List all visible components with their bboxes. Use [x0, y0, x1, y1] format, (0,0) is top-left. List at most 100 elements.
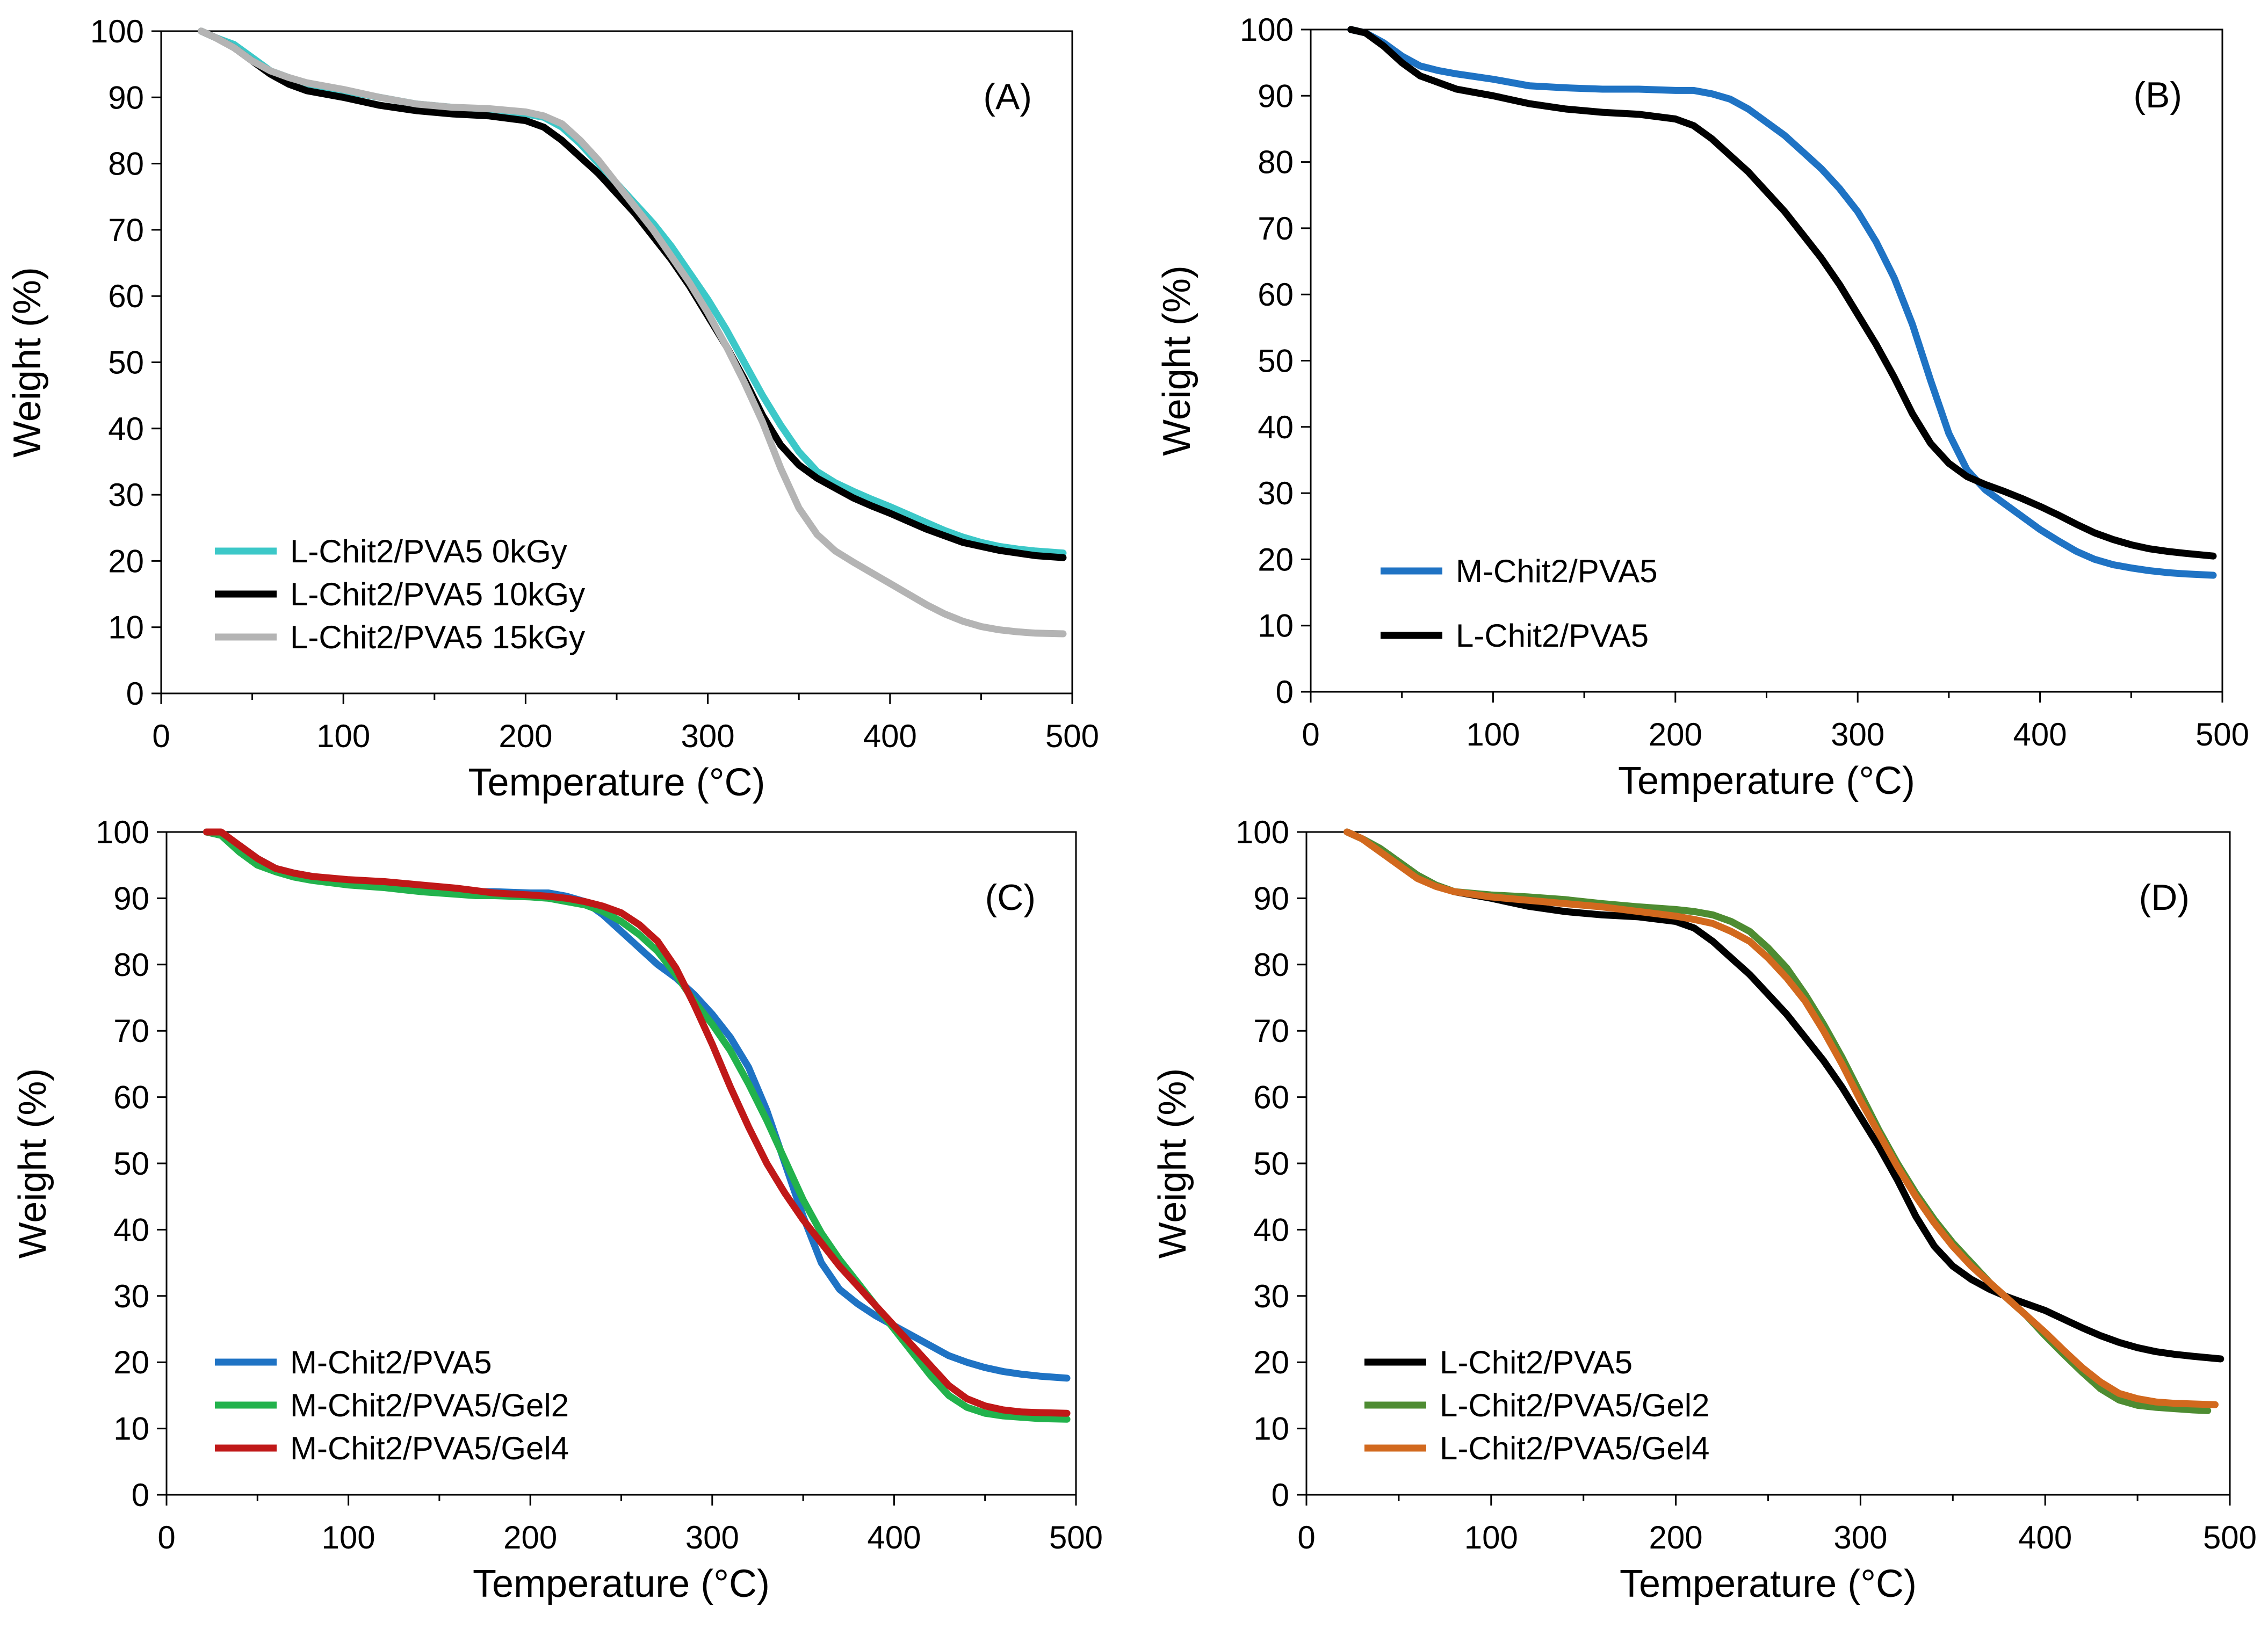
legend-label: L-Chit2/PVA5 [1456, 618, 1649, 654]
y-tick-label: 30 [1258, 475, 1294, 511]
y-tick-label: 70 [1253, 1013, 1289, 1049]
x-tick-label: 100 [1466, 717, 1520, 753]
legend-label: L-Chit2/PVA5 15kGy [290, 619, 585, 655]
panel-b: 01020304050607080901000100200300400500Te… [1155, 12, 2249, 802]
x-tick-label: 0 [1297, 1520, 1315, 1555]
y-axis-title: Weight (%) [11, 1068, 54, 1259]
y-tick-label: 30 [113, 1278, 149, 1314]
x-tick-label: 200 [503, 1520, 557, 1555]
y-tick-label: 70 [1258, 211, 1294, 247]
x-tick-label: 0 [1302, 717, 1319, 753]
x-tick-label: 200 [1649, 1520, 1703, 1555]
x-tick-label: 300 [681, 718, 735, 754]
x-tick-label: 500 [1049, 1520, 1103, 1555]
y-tick-label: 80 [1253, 947, 1289, 983]
x-tick-label: 300 [1831, 717, 1884, 753]
panel-d: 0 10 20 30 40 50 60 70 80 90 100 0 100 200 300 400 500 Te… [1151, 814, 2257, 1605]
y-tick-label: 20 [1258, 541, 1294, 577]
legend-label: M-Chit2/PVA5 [290, 1344, 492, 1380]
x-tick-label: 100 [322, 1520, 375, 1555]
y-tick-label: 100 [1240, 12, 1294, 48]
x-tick-label: 400 [2013, 717, 2067, 753]
series-line-m-chit2-pva5 [207, 832, 1067, 1378]
y-tick-label: 0 [132, 1477, 149, 1513]
x-tick-label: 500 [2195, 717, 2249, 753]
legend-label: L-Chit2/PVA5/Gel2 [1440, 1387, 1709, 1423]
y-tick-label: 80 [113, 947, 149, 983]
y-tick-label: 20 [113, 1344, 149, 1380]
y-tick-label: 30 [1253, 1278, 1289, 1314]
legend-label: M-Chit2/PVA5/Gel4 [290, 1430, 569, 1466]
legend: M-Chit2/PVA5 M-Chit2/PVA5/Gel2 M-Chit2/PVA… [215, 1344, 569, 1466]
y-tick-label: 20 [108, 543, 144, 579]
x-tick-label: 0 [157, 1520, 175, 1555]
y-tick-label: 70 [113, 1013, 149, 1049]
y-tick-label: 90 [108, 79, 144, 115]
y-tick-label: 100 [96, 814, 149, 850]
x-tick-label: 200 [1649, 717, 1702, 753]
y-tick-label: 80 [1258, 144, 1294, 180]
panel-label: (D) [2139, 877, 2190, 918]
y-tick-label: 40 [1253, 1212, 1289, 1248]
y-tick-label: 100 [90, 13, 144, 49]
y-tick-label: 90 [1253, 880, 1289, 916]
y-tick-label: 60 [113, 1080, 149, 1116]
y-tick-label: 30 [108, 477, 144, 513]
x-tick-label: 100 [1464, 1520, 1518, 1555]
y-tick-label: 40 [1258, 409, 1294, 445]
y-tick-label: 60 [108, 278, 144, 314]
panel-label: (B) [2133, 75, 2182, 115]
x-tick-label: 300 [1833, 1520, 1887, 1555]
x-axis-title: Temperature (°C) [1618, 759, 1915, 802]
series-line-l-chit2-pva5-10kgy [201, 31, 1063, 558]
series-line-l-chit2-pva5-0kgy [201, 31, 1063, 553]
legend-label: M-Chit2/PVA5 [1456, 553, 1658, 589]
x-tick-label: 100 [316, 718, 370, 754]
y-axis-title: Weight (%) [1151, 1068, 1194, 1259]
y-tick-label: 0 [1276, 674, 1294, 710]
series-line-m-chit2-pva5-gel4 [207, 832, 1067, 1413]
y-tick-label: 60 [1258, 277, 1294, 313]
panel-label: (C) [985, 877, 1036, 918]
legend-label: L-Chit2/PVA5 0kGy [290, 533, 567, 569]
series-line-l-chit2-pva5 [1347, 832, 2221, 1359]
x-tick-label: 0 [152, 718, 170, 754]
panel-c: 0 10 20 30 40 50 60 70 80 90 100 0 100 200 300 400 500 Te… [11, 814, 1103, 1605]
legend-label: L-Chit2/PVA5 [1440, 1344, 1633, 1380]
legend: L-Chit2/PVA5 L-Chit2/PVA5/Gel2 L-Chit2/PVA… [1364, 1344, 1709, 1466]
y-tick-label: 0 [1272, 1477, 1289, 1513]
x-tick-label: 500 [2203, 1520, 2257, 1555]
x-tick-label: 400 [2018, 1520, 2072, 1555]
y-tick-label: 100 [1236, 814, 1289, 850]
y-tick-label: 80 [108, 146, 144, 182]
y-tick-label: 10 [1258, 608, 1294, 644]
y-tick-label: 90 [113, 880, 149, 916]
x-tick-label: 400 [863, 718, 917, 754]
y-tick-label: 10 [108, 610, 144, 646]
x-axis-title: Temperature (°C) [1620, 1562, 1917, 1605]
x-tick-label: 200 [499, 718, 552, 754]
legend: L-Chit2/PVA5 0kGyL-Chit2/PVA5 10kGyL-Chi… [215, 533, 585, 655]
legend: M-Chit2/PVA5 L-Chit2/PVA5 [1381, 553, 1658, 654]
tga-figure: 01020304050607080901000100200300400500Te… [0, 0, 2268, 1628]
legend-label: L-Chit2/PVA5/Gel4 [1440, 1430, 1709, 1466]
y-tick-label: 10 [113, 1411, 149, 1447]
y-tick-label: 50 [113, 1146, 149, 1182]
plot-frame-b [1311, 30, 2222, 692]
x-tick-label: 400 [867, 1520, 921, 1555]
y-tick-label: 40 [113, 1212, 149, 1248]
y-tick-label: 60 [1253, 1080, 1289, 1116]
x-tick-label: 500 [1045, 718, 1099, 754]
y-tick-label: 50 [1253, 1146, 1289, 1182]
y-tick-label: 90 [1258, 78, 1294, 114]
y-axis-title: Weight (%) [6, 267, 49, 458]
legend-label: M-Chit2/PVA5/Gel2 [290, 1387, 569, 1423]
y-tick-label: 50 [108, 345, 144, 381]
y-tick-label: 20 [1253, 1344, 1289, 1380]
y-axis-title: Weight (%) [1155, 265, 1198, 456]
x-axis-title: Temperature (°C) [473, 1562, 770, 1605]
y-tick-label: 10 [1253, 1411, 1289, 1447]
y-tick-label: 40 [108, 411, 144, 447]
series-line-l-chit2-pva5 [1351, 30, 2213, 556]
x-tick-label: 300 [685, 1520, 739, 1555]
